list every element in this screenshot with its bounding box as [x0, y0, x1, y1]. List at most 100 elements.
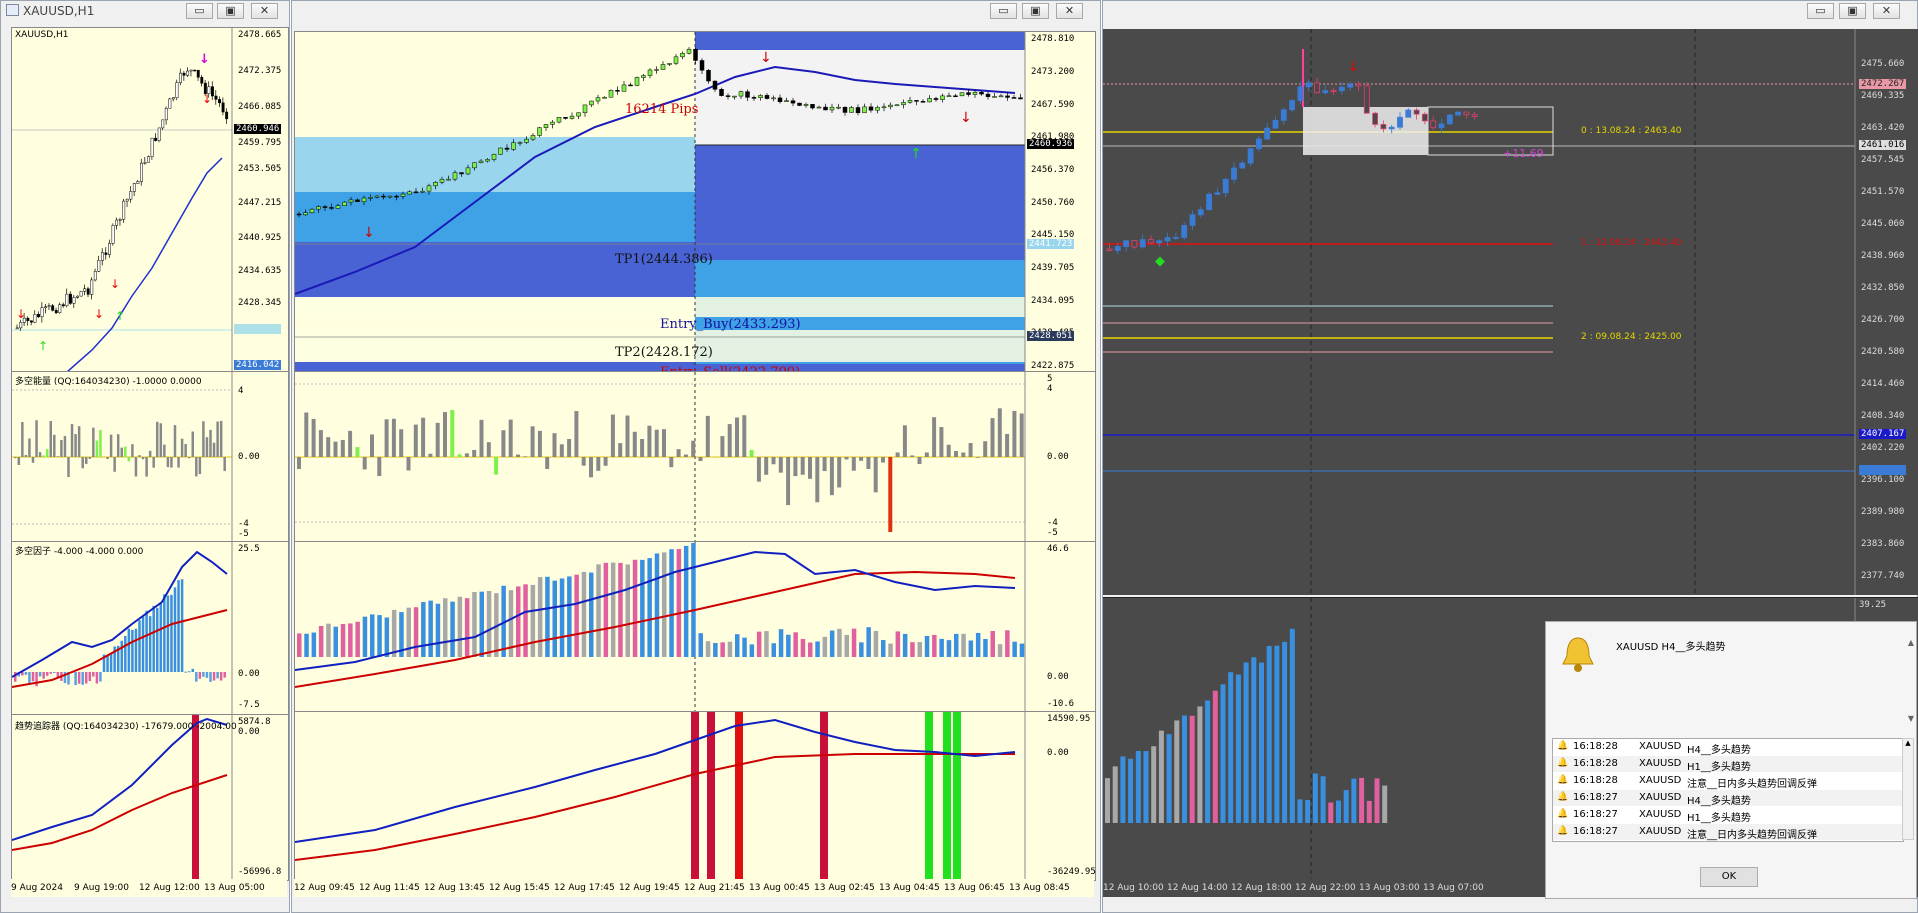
indicator-pane-energy[interactable]: 5 4 0.00 -4 -5: [294, 371, 1096, 543]
close-button[interactable]: ✕: [1056, 3, 1083, 19]
price-tag: 2416.042: [234, 360, 282, 370]
close-button[interactable]: ✕: [1873, 3, 1900, 19]
alert-dialog[interactable]: XAUUSD H4__多头趋势 ▲ ▼ 🔔 16:18:28 XAUUSD H4__多…: [1545, 621, 1917, 899]
candle: [108, 243, 111, 255]
price-chart-pane[interactable]: ↓ ↑ ↓ ↓ ↑ ↓ ↓ XAUUSD,H1 2478.665 2472.37…: [11, 27, 289, 373]
indicator-bar: [954, 633, 959, 657]
alert-row[interactable]: 🔔 16:18:27 XAUUSD H1__多头趋势: [1553, 807, 1903, 824]
maximize-button[interactable]: ▣: [1022, 3, 1049, 19]
candle: [147, 156, 151, 163]
price-chart-pane[interactable]: ↓ ◆ 0 : 13.08.24 : 2463.40 1 : 12.08.24 …: [1103, 29, 1918, 595]
indicator-bar: [793, 632, 798, 657]
candle: [751, 97, 757, 99]
indicator-bar: [348, 430, 353, 457]
indicator-pane-factor[interactable]: 46.6 0.00 -10.6: [294, 541, 1096, 713]
indicator-bar: [486, 591, 492, 657]
indicator-bar: [421, 417, 426, 457]
chart-window-m15[interactable]: ▭ ▣ ✕ ↓ ↓ ↑ ↓ 16214 P: [291, 0, 1101, 913]
indicator-pane-trend[interactable]: 14590.95 0.00 -36249.95: [294, 711, 1096, 881]
alert-row[interactable]: 🔔 16:18:28 XAUUSD H1__多头趋势: [1553, 756, 1903, 773]
indicator-bar: [31, 457, 35, 463]
indicator-bar: [727, 641, 733, 657]
candle: [537, 127, 542, 136]
candle: [1280, 109, 1287, 121]
entry-sell-label: Entry_Sell(2422.799): [660, 365, 801, 373]
alert-row[interactable]: 🔔 16:18:27 XAUUSD 注意__日内多头趋势回调反弹: [1553, 824, 1903, 841]
maximize-button[interactable]: ▣: [217, 3, 244, 19]
candle: [189, 69, 193, 72]
scale-label: -56996.8: [238, 867, 282, 877]
indicator-bar: [187, 671, 191, 673]
scale-label: 0.00: [1047, 452, 1069, 462]
indicator-bar: [49, 420, 52, 457]
indicator-bar: [720, 642, 725, 657]
candle: [1123, 240, 1130, 247]
price-axis-label: 2445.150: [1031, 230, 1075, 240]
candle: [1106, 248, 1113, 251]
window-titlebar[interactable]: ▭ ▣ ✕: [1103, 1, 1917, 21]
chart-window-h1[interactable]: XAUUSD,H1 ▭ ▣ ✕ ↓ ↑ ↓ ↓ ↑ ↓ ↓ XAUUSD,H1 …: [0, 0, 290, 913]
indicator-bar: [596, 564, 601, 657]
volume-bar: [1105, 778, 1110, 823]
svg-text:↑: ↑: [115, 309, 125, 323]
close-button[interactable]: ✕: [251, 3, 278, 19]
time-axis: 9 Aug 2024 9 Aug 19:00 12 Aug 12:00 13 A…: [11, 879, 287, 897]
indicator-bar: [443, 598, 448, 657]
scroll-down-icon[interactable]: ▼: [1907, 714, 1914, 723]
svg-text:↑: ↑: [910, 146, 922, 162]
indicator-bar: [156, 607, 159, 672]
indicator-bar: [888, 457, 893, 532]
indicator-bar: [508, 419, 513, 457]
candle: [1264, 127, 1271, 140]
indicator-bar: [800, 638, 806, 657]
chart-window-dark[interactable]: ▭ ▣ ✕ ↓ ◆ 0 : 13.08.24 : 2463.40 1 :: [1102, 0, 1918, 913]
window-titlebar[interactable]: XAUUSD,H1 ▭ ▣ ✕: [1, 1, 289, 21]
alert-row[interactable]: 🔔 16:18:27 XAUUSD H4__多头趋势: [1553, 790, 1903, 807]
maximize-button[interactable]: ▣: [1839, 3, 1866, 19]
minimize-button[interactable]: ▭: [186, 3, 213, 19]
scroll-up-icon[interactable]: ▲: [1907, 638, 1914, 647]
candle: [58, 304, 62, 314]
candle: [706, 70, 711, 82]
price-axis-label: 2438.960: [1861, 251, 1905, 261]
indicator-bar: [170, 594, 173, 672]
indicator-bar: [35, 420, 38, 457]
indicator-bar: [152, 605, 155, 672]
indicator-pane-trend[interactable]: 趋势追踪器 (QQ:164034230) -17679.000 -2004.00…: [11, 714, 289, 881]
candle: [836, 106, 841, 109]
fib-level-label: 2 : 09.08.24 : 2425.00: [1581, 332, 1682, 342]
pips-label: 16214 Pips: [625, 102, 699, 117]
indicator-bar: [163, 594, 166, 672]
indicator-bar: [647, 558, 652, 657]
window-titlebar[interactable]: ▭ ▣ ✕: [292, 1, 1100, 21]
alert-time: 16:18:27: [1573, 809, 1618, 820]
scale-label: -4: [1047, 518, 1058, 528]
list-scrollbar[interactable]: ▲: [1902, 738, 1914, 840]
minimize-button[interactable]: ▭: [990, 3, 1017, 19]
alert-row[interactable]: 🔔 16:18:28 XAUUSD 注意__日内多头趋势回调反弹: [1553, 773, 1903, 790]
alert-list[interactable]: 🔔 16:18:28 XAUUSD H4__多头趋势 🔔 16:18:28 XAUUSD H1…: [1552, 738, 1904, 842]
volume-bar: [1174, 720, 1180, 823]
ok-button[interactable]: OK: [1700, 867, 1758, 887]
indicator-bar: [888, 643, 893, 657]
candle: [381, 195, 386, 198]
alert-row[interactable]: 🔔 16:18:28 XAUUSD H4__多头趋势: [1553, 739, 1903, 756]
time-label: 12 Aug 22:00: [1295, 883, 1356, 893]
indicator-pane-factor[interactable]: 多空因子 -4.000 -4.000 0.000 25.5 0.00 -7.5: [11, 541, 289, 716]
svg-text:↓: ↓: [202, 92, 212, 106]
candle: [1430, 120, 1437, 129]
candle: [207, 86, 211, 94]
candle: [211, 86, 214, 97]
candle: [1363, 85, 1370, 114]
candle: [79, 291, 83, 297]
indicator-bar: [939, 638, 944, 657]
indicator-bar: [997, 644, 1003, 657]
price-chart-pane[interactable]: ↓ ↓ ↑ ↓ 16214 Pips TP1(2444.386) Entry_B…: [294, 31, 1096, 373]
indicator-bar: [881, 640, 886, 657]
volume-bar: [1259, 662, 1264, 823]
minimize-button[interactable]: ▭: [1807, 3, 1834, 19]
volume-bar: [1182, 715, 1187, 823]
indicator-bar: [472, 592, 477, 657]
volume-bar: [1366, 800, 1372, 823]
indicator-pane-energy[interactable]: 多空能量 (QQ:164034230) -1.0000 0.0000 4 0.0…: [11, 371, 289, 543]
